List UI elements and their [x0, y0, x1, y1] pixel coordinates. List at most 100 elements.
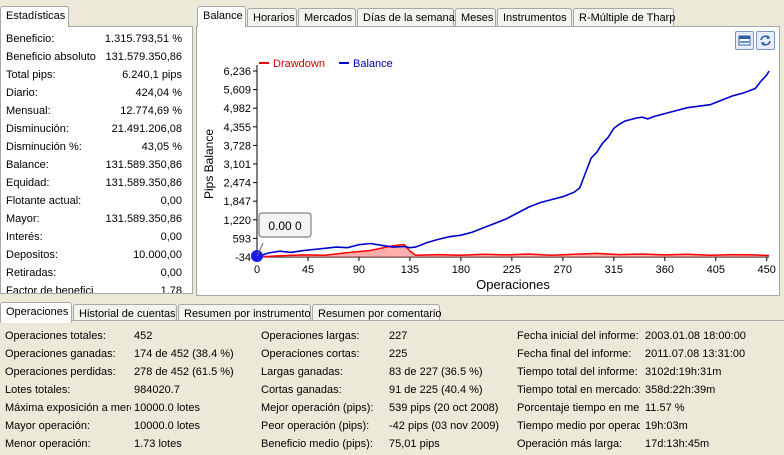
tab-chart-4[interactable]: Meses	[455, 8, 496, 27]
stat-value: 131.579.350,86	[105, 51, 182, 63]
stat-label: Mensual:	[6, 105, 51, 117]
tab-chart-2[interactable]: Mercados	[298, 8, 356, 27]
op-value: 10000.0 lotes	[134, 420, 201, 432]
op-label: Cortas ganadas:	[261, 384, 342, 396]
stat-value: 0,00	[160, 195, 182, 207]
op-label: Largas ganadas:	[261, 366, 343, 378]
y-tick-label: 1,847	[223, 196, 251, 208]
op-value: 225	[389, 348, 408, 360]
op-label: Menor operación:	[5, 438, 91, 450]
stat-row: Flotante actual: 0,00	[6, 192, 182, 210]
stat-row: Interés: 0,00	[6, 228, 182, 246]
stat-row: Balance: 131.589.350,86	[6, 156, 182, 174]
y-tick-label: 593	[233, 233, 251, 245]
stat-row: Beneficio: 1.315.793,51 %	[6, 30, 182, 48]
op-value: 19h:03m	[645, 420, 688, 432]
stat-label: Flotante actual:	[6, 195, 82, 207]
op-label: Operaciones largas:	[261, 330, 360, 342]
op-value: 1.73 lotes	[134, 438, 182, 450]
op-value: 452	[134, 330, 153, 342]
op-label: Operaciones cortas:	[261, 348, 360, 360]
stat-row: Equidad: 131.589.350,86	[6, 174, 182, 192]
x-axis-label: Operaciones	[476, 277, 550, 292]
y-tick-label: 6,236	[223, 66, 251, 78]
y-tick-label: 5,609	[223, 85, 251, 97]
tab-chart-1[interactable]: Horarios	[247, 8, 297, 27]
op-label: Operaciones perdidas:	[5, 366, 116, 378]
stat-value: 0,00	[160, 231, 182, 243]
op-value: 2011.07.08 13:31:00	[645, 348, 746, 360]
y-tick-label: 3,101	[223, 159, 251, 171]
stat-label: Equidad:	[6, 177, 50, 189]
stat-value: 0,00	[160, 267, 182, 279]
stat-row: Total pips: 6.240,1 pips	[6, 66, 182, 84]
tab-chart-5[interactable]: Instrumentos	[497, 8, 572, 27]
y-tick-label: 1,220	[223, 215, 251, 227]
op-value: 11.57 %	[645, 402, 685, 414]
y-axis-label: Pips Balance	[202, 129, 216, 199]
tooltip-box	[258, 212, 312, 238]
stat-value: 131.589.350,86	[105, 177, 182, 189]
op-value: 539 pips (20 oct 2008)	[389, 402, 499, 414]
stat-value: 12.774,69 %	[120, 105, 182, 117]
balance-chart: -34 593 1,220 1,847 2,474 3,101 3,728 4,355 4,98…	[202, 58, 776, 292]
op-label: Beneficio medio (pips):	[261, 438, 373, 450]
op-label: Fecha inicial del informe:	[517, 330, 639, 342]
op-label: Operaciones ganadas:	[5, 348, 116, 360]
drawdown-line	[256, 243, 770, 258]
y-tick-label: 4,355	[223, 122, 251, 134]
stat-value: 10.000,00	[133, 249, 182, 261]
tab-bottom-3[interactable]: Resumen por comentario	[312, 304, 442, 323]
x-tick-label: 360	[656, 264, 674, 276]
x-tick-label: 270	[554, 264, 572, 276]
y-tick-label: 3,728	[223, 140, 251, 152]
x-tick-label: 405	[707, 264, 725, 276]
op-label: Mejor operación (pips):	[261, 402, 374, 414]
stat-row: Depositos: 10.000,00	[6, 246, 182, 264]
stat-value: 131.589.350,86	[105, 213, 182, 225]
x-tick-label: 180	[452, 264, 470, 276]
refresh-icon[interactable]	[756, 31, 775, 50]
stat-row: Mensual: 12.774,69 %	[6, 102, 182, 120]
tab-bottom-1[interactable]: Historial de cuentas	[73, 304, 177, 323]
x-tick-label: 450	[758, 264, 776, 276]
tab-bottom-0[interactable]: Operaciones	[0, 302, 72, 323]
stat-row: Diario: 424,04 %	[6, 84, 182, 102]
stat-row: Disminución %: 43,05 %	[6, 138, 182, 156]
op-label: Porcentaje tiempo en mer	[517, 402, 640, 414]
op-label: Tiempo medio por operaci	[517, 420, 640, 432]
op-label: Máxima exposición a merc	[5, 402, 131, 414]
stat-row: Mayor: 131.589.350,86	[6, 210, 182, 228]
chart-panel: -34 593 1,220 1,847 2,474 3,101 3,728 4,355 4,98…	[196, 26, 780, 296]
stat-value: 131.589.350,86	[105, 159, 182, 171]
tab-chart-0[interactable]: Balance	[197, 6, 246, 27]
legend-drawdown-label: Drawdown	[273, 58, 325, 70]
tab-chart-6[interactable]: R-Múltiple de Tharp	[573, 8, 675, 27]
x-tick-label: 90	[353, 264, 365, 276]
tab-bottom-2[interactable]: Resumen por instrumento	[178, 304, 311, 323]
x-tick-label: 45	[302, 264, 314, 276]
stat-label: Interés:	[6, 231, 43, 243]
stat-label: Factor de benefici	[6, 285, 94, 294]
op-label: Mayor operación:	[5, 420, 90, 432]
op-label: Peor operación (pips):	[261, 420, 370, 432]
op-value: 91 de 225 (40.4 %)	[389, 384, 483, 396]
op-value: 227	[389, 330, 408, 342]
tab-estadisticas[interactable]: Estadísticas	[0, 6, 69, 27]
op-label: Fecha final del informe:	[517, 348, 632, 360]
stat-label: Disminución %:	[6, 141, 82, 153]
tab-chart-3[interactable]: Días de la semana	[357, 8, 455, 27]
op-value: 10000.0 lotes	[134, 402, 201, 414]
op-value: 278 de 452 (61.5 %)	[134, 366, 234, 378]
tooltip-text: 0.00 0	[268, 219, 302, 233]
window-icon[interactable]	[735, 31, 754, 50]
stat-value: 1.315.793,51 %	[104, 33, 182, 45]
x-tick-label: 315	[605, 264, 623, 276]
op-label: Operaciones totales:	[5, 330, 106, 342]
stat-value: 43,05 %	[141, 141, 182, 153]
stat-label: Depositos:	[6, 249, 58, 261]
op-value: 17d:13h:45m	[645, 438, 710, 450]
op-label: Tiempo total en mercado:	[517, 384, 640, 396]
op-value: 2003.01.08 18:00:00	[645, 330, 746, 342]
balance-line	[256, 70, 770, 258]
